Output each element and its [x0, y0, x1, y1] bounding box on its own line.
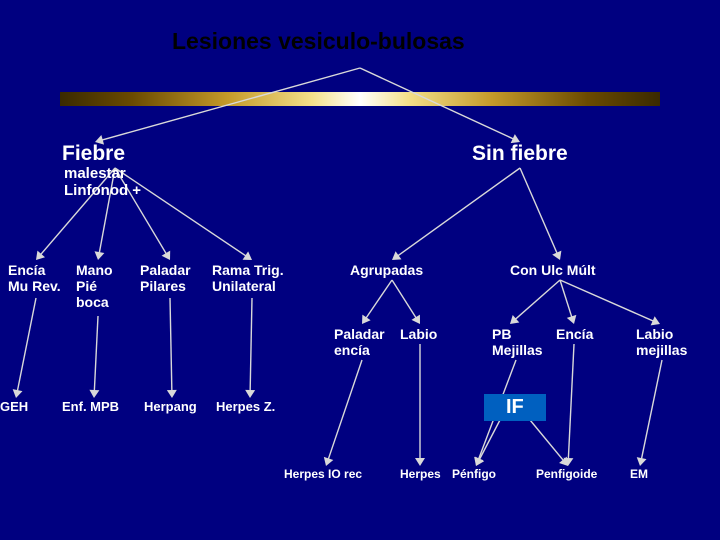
node-paladar: Paladar Pilares — [140, 262, 191, 294]
node-geh: GEH — [0, 400, 28, 415]
node-penfigoi: Penfigoide — [536, 468, 597, 482]
node-encia: Encía Mu Rev. — [8, 262, 61, 294]
node-mano: Mano Pié boca — [76, 262, 113, 310]
node-penfigo: Pénfigo — [452, 468, 496, 482]
node-palEnc: Paladar encía — [334, 326, 385, 358]
node-labio: Labio — [400, 326, 437, 342]
node-hLrec: Herpes — [400, 468, 441, 482]
node-pb: PB Mejillas — [492, 326, 543, 358]
node-em: EM — [630, 468, 648, 482]
node-enciaR: Encía — [556, 326, 593, 342]
node-fiebre: Fiebre — [62, 142, 125, 166]
node-fiebreSub: malestar Linfonod + — [64, 165, 141, 200]
title-underline — [60, 92, 660, 106]
node-conUlc: Con Ulc Múlt — [510, 262, 596, 278]
diagram-title: Lesiones vesiculo-bulosas — [172, 28, 465, 54]
node-enfMPB: Enf. MPB — [62, 400, 119, 415]
node-herpZ: Herpes Z. — [216, 400, 275, 415]
node-agrup: Agrupadas — [350, 262, 423, 278]
node-rama: Rama Trig. Unilateral — [212, 262, 284, 294]
node-hIOrec: Herpes IO rec — [284, 468, 362, 482]
node-sinF: Sin fiebre — [472, 142, 568, 166]
node-labioM: Labio mejillas — [636, 326, 687, 358]
if-box: IF — [484, 394, 546, 421]
node-herpang: Herpang — [144, 400, 197, 415]
